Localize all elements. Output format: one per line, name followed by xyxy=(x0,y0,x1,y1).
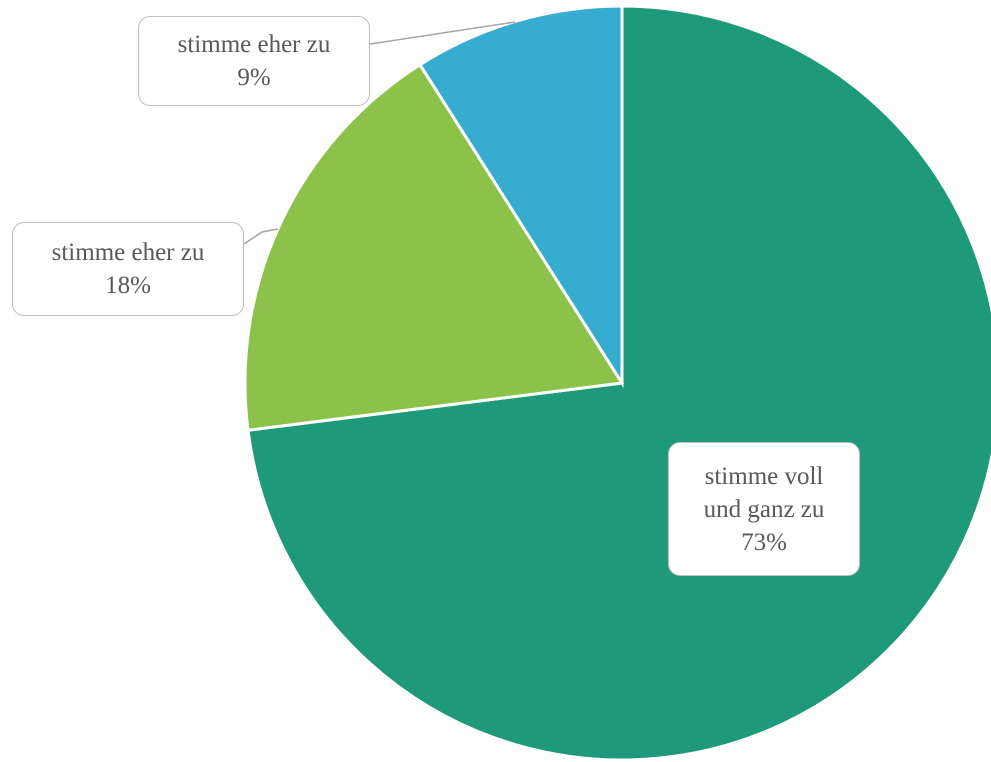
leader-line xyxy=(369,21,516,45)
value-label: 73% xyxy=(741,528,787,556)
leader-line xyxy=(243,228,279,245)
data-label: stimme voll und ganz zu 73% xyxy=(668,442,860,576)
data-label: stimme eher zu 18% xyxy=(12,222,244,316)
category-label: stimme voll und ganz zu xyxy=(703,462,825,523)
pie-slice xyxy=(243,62,625,432)
data-label: stimme eher zu 9% xyxy=(138,16,370,106)
value-label: 18% xyxy=(105,272,151,299)
category-label: stimme eher zu xyxy=(51,239,205,266)
pie-slice xyxy=(417,4,624,389)
category-label: stimme eher zu xyxy=(177,31,331,58)
value-label: 9% xyxy=(237,64,271,91)
